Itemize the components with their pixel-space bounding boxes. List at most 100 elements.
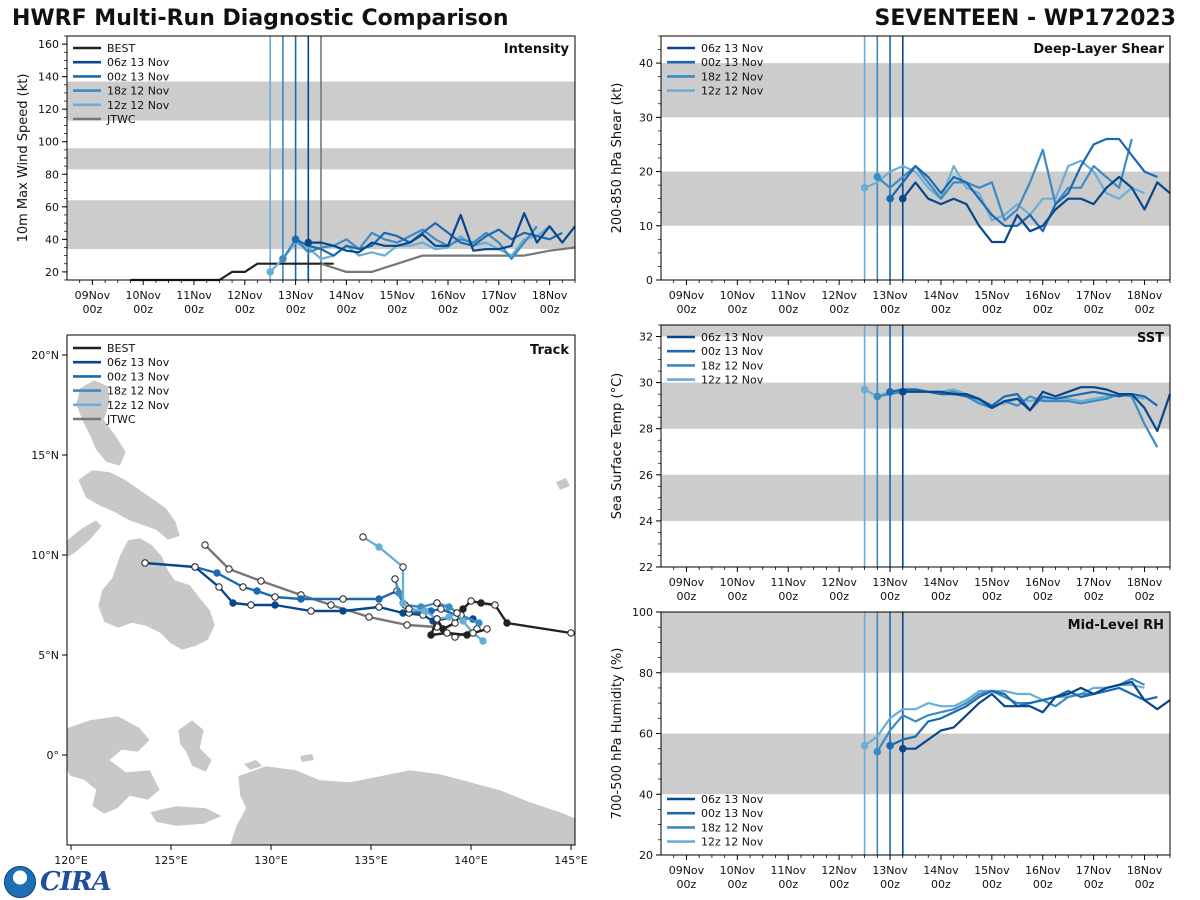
intensity-y-tick-label: 20 xyxy=(45,266,59,279)
track-point xyxy=(225,565,233,573)
sst-y-axis-label: Sea Surface Temp (°C) xyxy=(610,373,625,520)
intensity-x-tick-label-hour: 00z xyxy=(83,303,103,316)
land-new-guinea xyxy=(229,765,575,845)
intensity-x-tick-label-hour: 00z xyxy=(489,303,509,316)
intensity-y-tick-label: 60 xyxy=(45,201,59,214)
figure-title: HWRF Multi-Run Diagnostic Comparison xyxy=(12,6,509,31)
sst-x-tick-label-hour: 00z xyxy=(982,590,1002,603)
land-visayas xyxy=(77,469,181,541)
intensity-y-tick-label: 80 xyxy=(45,168,59,181)
track-point xyxy=(141,559,149,567)
shear-x-tick-label-hour: 00z xyxy=(778,303,798,316)
intensity-x-tick-label-hour: 00z xyxy=(286,303,306,316)
shear-series-line xyxy=(901,175,1171,244)
track-point xyxy=(453,609,461,617)
track-point xyxy=(271,601,279,609)
rh-x-tick-label-hour: 00z xyxy=(982,878,1002,891)
track-y-tick-label: 5°N xyxy=(38,649,59,662)
intensity-x-tick-label-date: 15Nov xyxy=(379,289,415,302)
track-legend-label: 12z 12 Nov xyxy=(107,399,170,412)
rh-series-line xyxy=(902,680,1171,750)
sst-x-tick-label-hour: 00z xyxy=(931,590,951,603)
track-point xyxy=(365,613,373,621)
intensity-x-tick-label-date: 09Nov xyxy=(75,289,111,302)
intensity-x-tick-label-date: 11Nov xyxy=(176,289,212,302)
intensity-series-line xyxy=(269,225,551,273)
shear-x-tick-label-hour: 00z xyxy=(727,303,747,316)
track-point xyxy=(445,613,453,621)
rh-series-line xyxy=(863,683,1145,747)
sst-x-tick-label-hour: 00z xyxy=(778,590,798,603)
intensity-y-axis-label: 10m Max Wind Speed (kt) xyxy=(16,74,31,243)
sst-x-tick-label-date: 13Nov xyxy=(872,576,908,589)
track-point xyxy=(359,533,367,541)
track-point xyxy=(391,575,399,583)
track-point xyxy=(307,607,315,615)
intensity-init-point xyxy=(304,238,313,247)
track-axes-frame xyxy=(66,334,576,846)
rh-x-tick-label-date: 12Nov xyxy=(821,864,857,877)
rh-shaded-band xyxy=(661,733,1170,795)
rh-x-tick-label-date: 16Nov xyxy=(1025,864,1061,877)
shear-x-tick-label-date: 18Nov xyxy=(1127,289,1163,302)
shear-y-axis-label: 200-850 hPa Shear (kt) xyxy=(610,83,625,234)
noaa-logo-icon xyxy=(4,866,36,898)
intensity-init-point xyxy=(279,255,287,263)
sst-y-tick-label: 26 xyxy=(639,469,653,482)
track-point xyxy=(433,615,441,623)
rh-x-tick-label-hour: 00z xyxy=(1135,878,1155,891)
sst-shaded-band xyxy=(661,474,1170,521)
shear-y-tick-label: 0 xyxy=(646,274,653,287)
track-y-tick-label: 0° xyxy=(47,749,60,762)
track-point xyxy=(375,595,383,603)
rh-y-tick-label: 40 xyxy=(639,788,653,801)
sst-y-tick-label: 32 xyxy=(639,331,653,344)
track-y-tick-label: 10°N xyxy=(31,549,59,562)
sst-legend-label: 12z 12 Nov xyxy=(701,374,764,387)
track-legend-label: JTWC xyxy=(106,413,136,426)
track-x-tick-label: 135°E xyxy=(354,854,387,867)
intensity-legend-label: JTWC xyxy=(106,113,136,126)
rh-y-tick-label: 100 xyxy=(632,606,653,619)
sst-x-tick-label-date: 10Nov xyxy=(720,576,756,589)
track-point xyxy=(437,605,445,613)
land-halmahera xyxy=(177,719,213,773)
shear-panel-label: Deep-Layer Shear xyxy=(1033,42,1164,57)
track-point xyxy=(445,603,453,611)
track-point xyxy=(503,619,511,627)
intensity-y-tick-label: 100 xyxy=(38,136,59,149)
intensity-y-tick-label: 140 xyxy=(38,71,59,84)
sst-series-line xyxy=(889,388,1158,412)
intensity-legend-label: 18z 12 Nov xyxy=(107,85,170,98)
rh-x-tick-label-date: 09Nov xyxy=(669,864,705,877)
sst-x-tick-label-hour: 00z xyxy=(677,590,697,603)
track-point xyxy=(451,619,459,627)
track-point xyxy=(567,629,575,637)
rh-x-tick-label-date: 18Nov xyxy=(1127,864,1163,877)
sst-x-tick-label-date: 12Nov xyxy=(821,576,857,589)
shear-x-tick-label-date: 15Nov xyxy=(974,289,1010,302)
track-x-tick-label: 130°E xyxy=(254,854,287,867)
shear-x-tick-label-hour: 00z xyxy=(677,303,697,316)
intensity-legend-label: 12z 12 Nov xyxy=(107,99,170,112)
intensity-init-point xyxy=(266,268,275,276)
track-x-tick-label: 125°E xyxy=(154,854,187,867)
shear-x-tick-label-date: 09Nov xyxy=(669,289,705,302)
sst-legend-label: 00z 13 Nov xyxy=(701,345,764,358)
shear-series-line xyxy=(889,137,1158,233)
sst-init-point xyxy=(860,385,869,394)
panel-rh: 09Nov00z10Nov00z11Nov00z12Nov00z13Nov00z… xyxy=(610,606,1171,891)
shear-legend-label: 12z 12 Nov xyxy=(701,85,764,98)
track-point xyxy=(215,583,223,591)
rh-init-point xyxy=(873,747,882,756)
sst-shaded-band xyxy=(661,325,1170,337)
intensity-series-line xyxy=(308,212,576,254)
shear-x-tick-label-hour: 00z xyxy=(1033,303,1053,316)
track-point xyxy=(477,599,485,607)
rh-shaded-band xyxy=(661,612,1170,673)
sst-x-tick-label-hour: 00z xyxy=(727,590,747,603)
intensity-series-line xyxy=(130,262,334,282)
rh-x-tick-label-date: 10Nov xyxy=(720,864,756,877)
sst-x-tick-label-hour: 00z xyxy=(1135,590,1155,603)
